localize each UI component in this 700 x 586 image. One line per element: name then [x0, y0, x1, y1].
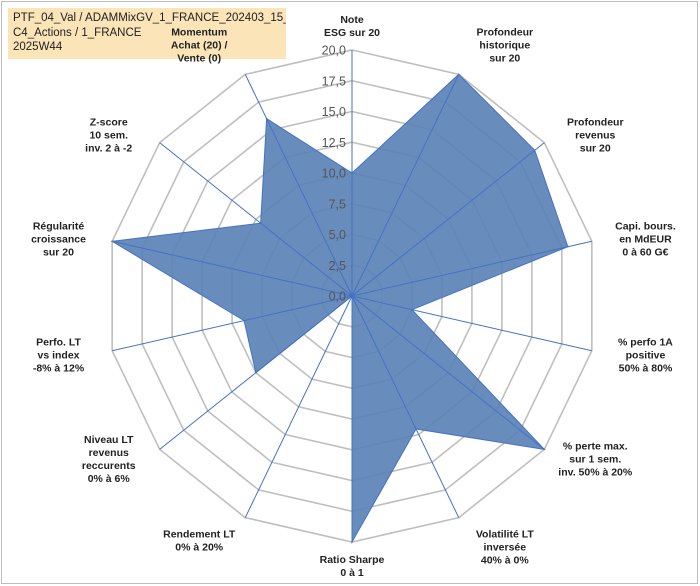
tick-label: 2,5 — [329, 259, 346, 273]
data-point — [255, 371, 257, 374]
axis-label: Niveau LT revenus reccurents 0% à 6% — [82, 434, 136, 485]
data-point — [543, 448, 546, 451]
axis-spoke — [351, 142, 545, 297]
axis-spoke — [351, 240, 592, 297]
axis-spoke — [351, 295, 592, 352]
data-point — [351, 295, 353, 297]
axis-label: Z-score 10 sem. inv. 2 à -2 — [85, 116, 132, 154]
tick-label: 7,5 — [329, 197, 346, 211]
tick-label: 17,5 — [322, 74, 346, 88]
axis-label: Rendement LT 0% à 20% — [163, 528, 236, 553]
axis-spoke — [112, 295, 353, 352]
axis-spoke — [159, 142, 353, 297]
data-point — [533, 149, 536, 152]
tick-label: 10,0 — [322, 167, 346, 181]
header-line-class: C4_Actions / 1_FRANCE — [13, 26, 142, 39]
axis-label: % perfo 1A positive 50% à 80% — [618, 336, 673, 374]
tick-label: 5,0 — [329, 228, 346, 242]
axis-label: Perfo. LT vs index -8% à 12% — [33, 336, 85, 374]
header-line-week: 2025W44 — [13, 41, 63, 53]
chart-header: PTF_04_Val / ADAMMixGV_1_FRANCE_202403_1… — [8, 8, 286, 59]
tick-label: 20,0 — [322, 44, 346, 58]
axis-label: Profondeur revenus sur 20 — [567, 116, 624, 154]
data-point — [265, 117, 268, 120]
axis-spoke — [351, 74, 460, 297]
data-point — [259, 222, 262, 224]
data-point — [351, 172, 353, 174]
axis-label: Capi. bours. en MdEUR 0 à 60 G€ — [615, 221, 676, 259]
axis-label: Volatilité LT inversée 40% à 0% — [476, 528, 535, 566]
tick-label: 12,5 — [322, 136, 346, 150]
data-point — [351, 541, 353, 543]
axis-label: Profondeur historique sur 20 — [477, 27, 534, 65]
axis-spoke — [112, 240, 353, 297]
data-point — [457, 73, 460, 76]
axis-label: Ratio Sharpe 0 à 1 — [320, 554, 385, 579]
axis-spoke — [351, 295, 545, 450]
data-point — [567, 245, 569, 248]
data-point — [111, 240, 113, 243]
axis-label: % perte max. sur 1 sem. inv. 50% à 20% — [558, 441, 633, 479]
axis-spoke — [244, 295, 353, 518]
tick-label: 0,0 — [329, 290, 346, 304]
axis-label: Note ESG sur 20 — [324, 14, 380, 39]
axis-label: Momentum Achat (20) / Vente (0) — [171, 27, 228, 65]
tick-label: 15,0 — [322, 105, 346, 119]
axis-spoke — [244, 74, 353, 297]
axis-spoke — [351, 295, 460, 518]
data-point — [411, 308, 413, 311]
header-line-portfolio: PTF_04_Val / ADAMMixGV_1_FRANCE_202403_1… — [13, 12, 286, 24]
data-point — [243, 319, 245, 322]
axis-label: Régularité croissance sur 20 — [31, 221, 86, 259]
data-point — [415, 428, 417, 430]
